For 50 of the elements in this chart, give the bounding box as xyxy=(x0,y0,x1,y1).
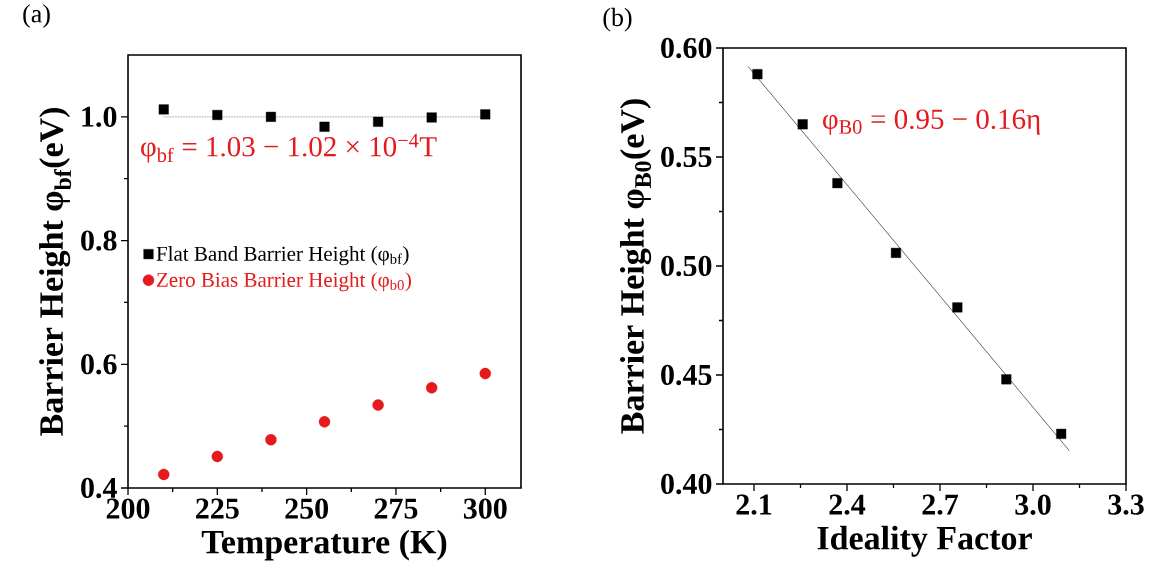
x-tick-label: 3.3 xyxy=(1108,494,1144,515)
y-tick-label: 0.60 xyxy=(661,37,712,59)
point xyxy=(373,116,384,127)
y-axis-title: Barrier Height φ$_{B0}$(eV) xyxy=(620,99,652,434)
y-tick-label: 0.50 xyxy=(661,255,712,277)
x-tick-label: 275 xyxy=(374,498,418,519)
x-tick-label: 250 xyxy=(285,498,329,519)
annotation: φ$_{B0}$ = 0.95 − 0.16η xyxy=(823,109,1040,135)
point xyxy=(212,110,223,120)
y-tick-label: 0.4 xyxy=(81,477,117,499)
y-tick-label: 0.6 xyxy=(81,354,117,375)
x-axis-title: Temperature (K) xyxy=(201,529,447,561)
point xyxy=(890,247,901,258)
point xyxy=(319,121,330,132)
y-tick-label: 0.40 xyxy=(661,473,712,495)
x-axis-title: Ideality Factor xyxy=(817,525,1032,557)
point xyxy=(1056,428,1067,439)
point xyxy=(426,112,437,123)
y-tick-label: 1.0 xyxy=(82,106,117,128)
point xyxy=(265,434,277,446)
annotation: φ$_{bf}$ = 1.03 − 1.02 × 10$^{−4}$T xyxy=(141,133,437,163)
x-tick-label: 225 xyxy=(196,498,239,519)
x-tick-label: 3.0 xyxy=(1015,494,1051,515)
point xyxy=(372,399,384,411)
point xyxy=(952,302,963,313)
x-tick-label: 2.4 xyxy=(829,494,866,515)
point xyxy=(797,119,808,130)
point xyxy=(479,367,491,380)
point xyxy=(265,111,276,122)
point xyxy=(158,104,169,115)
y-tick-label: 0.45 xyxy=(661,364,712,386)
y-tick-label: 0.55 xyxy=(661,146,712,168)
text: (b) xyxy=(603,7,632,32)
point xyxy=(1001,374,1012,385)
x-tick-label: 2.1 xyxy=(736,494,772,515)
legend-label: Flat Band Barrier Height (φ$_{bf}$) xyxy=(156,246,409,266)
point xyxy=(752,69,763,80)
point xyxy=(211,450,224,463)
point xyxy=(318,416,331,428)
point xyxy=(425,382,438,394)
point xyxy=(158,468,170,481)
x-tick-label: 2.7 xyxy=(922,494,959,515)
x-tick-label: 300 xyxy=(463,498,507,519)
point xyxy=(480,109,491,120)
y-axis-title: Barrier Height φ$_{bf}$(eV) xyxy=(39,108,72,436)
point xyxy=(832,178,843,189)
y-tick-label: 0.8 xyxy=(81,230,117,251)
text: (a) xyxy=(23,4,50,28)
legend-label: Zero Bias Barrier Height (φ$_{b0}$) xyxy=(157,272,411,292)
x-tick-label: 200 xyxy=(106,498,150,519)
